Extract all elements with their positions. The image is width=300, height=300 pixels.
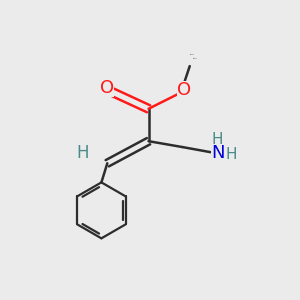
Text: O: O — [100, 79, 114, 97]
Text: O: O — [177, 81, 191, 99]
Text: H: H — [225, 147, 237, 162]
Text: H: H — [212, 132, 224, 147]
Text: methyl: methyl — [193, 58, 198, 59]
Text: methyl: methyl — [190, 54, 195, 55]
Text: N: N — [211, 144, 224, 162]
Text: H: H — [76, 144, 88, 162]
